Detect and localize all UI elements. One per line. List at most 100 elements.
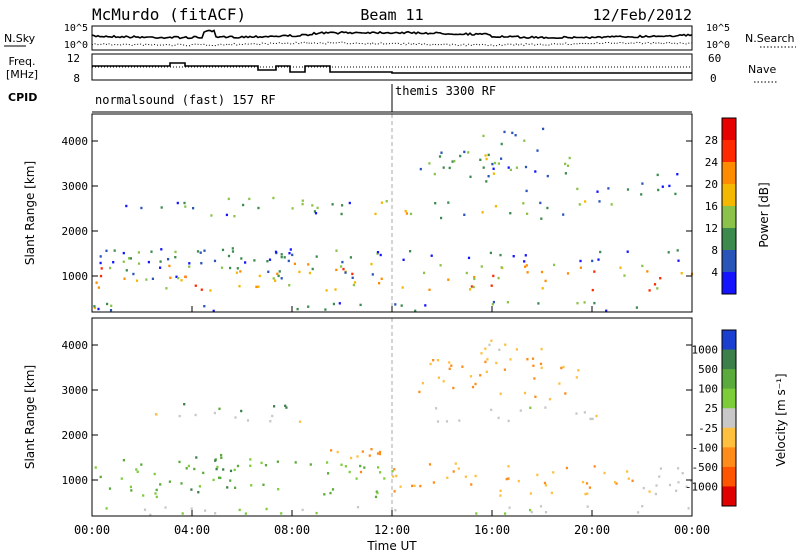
heat-cell xyxy=(296,307,299,311)
heat-cell xyxy=(550,491,553,495)
heat-cell xyxy=(99,255,102,258)
heat-cell xyxy=(499,253,502,257)
heat-cell xyxy=(164,506,167,509)
station-title: McMurdo (fitACF) xyxy=(92,5,246,24)
heat-cell xyxy=(465,271,468,275)
heat-cell xyxy=(180,482,183,485)
heat-cell xyxy=(181,512,184,515)
heat-cell xyxy=(341,204,344,207)
heat-cell xyxy=(685,485,688,488)
heat-cell xyxy=(122,251,125,255)
heat-cell xyxy=(99,475,102,479)
heat-cell xyxy=(534,395,537,398)
heat-cell xyxy=(562,213,565,216)
heat-cell xyxy=(626,470,629,473)
colorbar-tick-label: 24 xyxy=(705,156,719,169)
heat-cell xyxy=(353,281,357,284)
heat-cell xyxy=(458,419,461,422)
colorbar-tick-label: 4 xyxy=(711,266,718,279)
heat-cell xyxy=(480,352,483,355)
heat-cell xyxy=(464,475,467,478)
heat-cell xyxy=(546,206,549,210)
heat-cell xyxy=(109,266,112,270)
heat-cell xyxy=(225,213,228,217)
noise-right-tick-bottom: 10^0 xyxy=(706,40,730,51)
heat-cell xyxy=(540,366,543,369)
heat-cell xyxy=(129,257,132,260)
colorbar-tick-label: 100 xyxy=(698,383,718,396)
xtick-label: 16:00 xyxy=(474,523,510,537)
heat-cell xyxy=(213,259,217,263)
heat-cell xyxy=(265,507,268,511)
heat-cell xyxy=(280,512,283,515)
heat-cell xyxy=(235,271,238,274)
heat-cell xyxy=(480,265,483,268)
heat-cell xyxy=(315,255,318,258)
heat-cell xyxy=(277,274,280,278)
heat-cell xyxy=(581,480,585,484)
heat-cell xyxy=(249,458,252,461)
heat-cell xyxy=(497,416,500,420)
heat-cell xyxy=(284,404,287,407)
heat-cell xyxy=(145,278,148,281)
heat-cell xyxy=(352,283,355,287)
freq-left-unit: [MHz] xyxy=(6,68,38,81)
heat-cell xyxy=(485,157,488,161)
heat-cell xyxy=(428,463,432,466)
heat-cell xyxy=(479,374,482,377)
heat-cell xyxy=(183,403,186,406)
heat-cell xyxy=(160,248,163,251)
heat-cell xyxy=(236,464,240,468)
velocity-colorbar: 1000 500 100 25 -25 -100 -500 -1000 xyxy=(685,329,737,507)
heat-cell xyxy=(492,274,495,278)
heat-cell xyxy=(593,270,596,273)
heat-cell xyxy=(274,279,277,282)
heat-cell xyxy=(136,470,139,473)
heat-cell xyxy=(280,277,283,280)
heat-cell xyxy=(565,466,568,470)
heat-cell xyxy=(361,450,364,453)
heat-cell xyxy=(586,505,589,508)
heat-cell xyxy=(288,252,291,255)
heat-cell xyxy=(583,301,586,304)
heat-cell xyxy=(474,382,477,386)
heat-cell xyxy=(274,250,278,254)
heat-cell xyxy=(676,173,679,176)
colorbar-segment xyxy=(722,206,736,229)
heat-cell xyxy=(213,411,216,415)
heat-cell xyxy=(271,414,274,418)
heat-cell xyxy=(315,511,318,515)
heat-cell xyxy=(150,250,153,253)
heat-cell xyxy=(419,484,422,488)
heat-cell xyxy=(446,476,449,479)
heat-cell xyxy=(499,489,502,492)
heat-cell xyxy=(453,159,456,163)
heat-cell xyxy=(536,149,539,152)
heat-cell xyxy=(517,479,520,483)
heat-cell xyxy=(198,485,201,488)
heat-cell xyxy=(531,357,535,360)
heat-cell xyxy=(411,484,414,488)
heat-cell xyxy=(97,307,100,311)
heat-cell xyxy=(463,150,466,154)
heat-cell xyxy=(507,465,510,468)
heat-cell xyxy=(564,392,567,395)
heat-cell xyxy=(394,509,397,512)
heat-cell xyxy=(151,277,154,280)
heat-cell xyxy=(566,164,570,167)
colorbar-segment xyxy=(722,184,736,207)
heat-cell xyxy=(342,267,345,271)
heat-cell xyxy=(405,212,408,215)
noise-left-tick-bottom: 10^0 xyxy=(64,40,88,51)
heat-cell xyxy=(529,508,532,512)
heat-cell xyxy=(184,205,187,208)
heat-cell xyxy=(380,277,383,280)
heat-cell xyxy=(229,469,233,473)
heat-cell xyxy=(519,409,522,412)
heat-cell xyxy=(515,348,518,351)
heat-cell xyxy=(474,474,477,478)
heat-cell xyxy=(220,456,223,459)
heat-cell xyxy=(283,256,286,259)
heat-cell xyxy=(335,268,338,272)
heat-cell xyxy=(503,130,506,134)
